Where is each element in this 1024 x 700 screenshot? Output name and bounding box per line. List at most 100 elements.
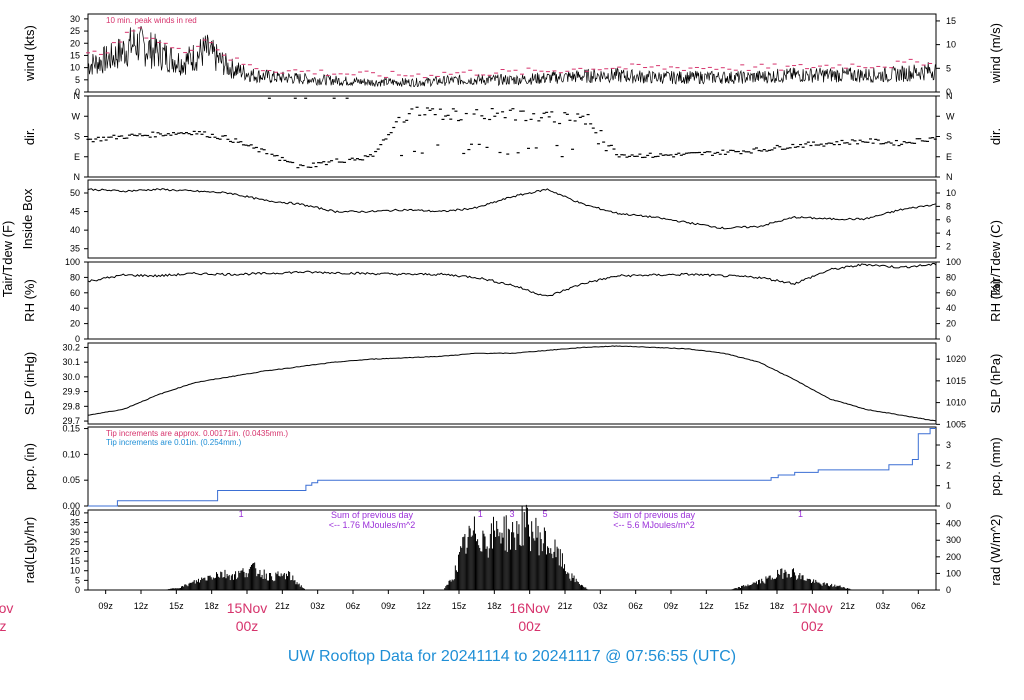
rh-right-label: 80	[946, 272, 956, 282]
temp-right-label: 8	[946, 201, 951, 211]
slp-left-label: 30.2	[62, 342, 80, 352]
rh-left-label: 60	[70, 288, 80, 298]
rh-right-label: 20	[946, 319, 956, 329]
temp-ylabel-right: Tair/Tdew (C)	[988, 220, 1003, 298]
slp-right-label: 1010	[946, 398, 966, 408]
slp-left-label: 29.8	[62, 401, 80, 411]
x-tick-label: 18z	[204, 601, 219, 611]
slp-left-label: 30.1	[62, 357, 80, 367]
panel-frame-5	[87, 426, 937, 507]
wind-left-label: 25	[70, 26, 80, 36]
rh-left-label: 80	[70, 272, 80, 282]
rad-marker: 1	[478, 509, 483, 519]
slp-ylabel-left: SLP (inHg)	[22, 352, 37, 415]
rad-ylabel-left: rad(Lgly/hr)	[22, 517, 37, 583]
dir-left-label: N	[74, 172, 81, 182]
x-tick-label: 21z	[840, 601, 855, 611]
x-tick-label: 21z	[275, 601, 290, 611]
temp-ylabel-left: Tair/Tdew (F)	[0, 221, 15, 298]
slp-series	[87, 345, 937, 422]
rad-right-label: 300	[946, 535, 961, 545]
temp-right-label: 2	[946, 241, 951, 251]
x-day-time: 00z	[801, 618, 824, 634]
x-tick-label: 03z	[310, 601, 325, 611]
temp-series	[87, 188, 937, 230]
x-day-time: 00z	[518, 618, 541, 634]
x-day-label: 15Nov	[227, 600, 267, 616]
slp-left-label: 29.9	[62, 387, 80, 397]
x-tick-label: 03z	[876, 601, 891, 611]
rad-left-label: 15	[70, 556, 80, 566]
dir-left-label: S	[74, 132, 80, 142]
temp-left-label: 45	[70, 207, 80, 217]
temp-left-label: 40	[70, 225, 80, 235]
pcp-right-label: 1	[946, 481, 951, 491]
x-tick-label: 09z	[664, 601, 679, 611]
rad-marker: 1	[798, 509, 803, 519]
slp-left-label: 30.0	[62, 372, 80, 382]
rad-annotation-1b: <-- 1.76 MJoules/m^2	[329, 520, 416, 530]
rad-marker: 3	[509, 509, 514, 519]
x-tick-label: 21z	[558, 601, 573, 611]
rad-left-label: 40	[70, 508, 80, 518]
wind-left-label: 30	[70, 14, 80, 24]
x-tick-label: 09z	[98, 601, 113, 611]
rh-left-label: 40	[70, 303, 80, 313]
x-tick-label: 06z	[911, 601, 926, 611]
rh-right-label: 0	[946, 334, 951, 344]
rad-annotation-1: Sum of previous day	[331, 510, 414, 520]
wind-right-label: 0	[946, 87, 951, 97]
pcp-ylabel-right: pcp. (mm)	[988, 437, 1003, 496]
rh-left-label: 20	[70, 319, 80, 329]
rh-right-label: 40	[946, 303, 956, 313]
rad-right-label: 400	[946, 519, 961, 529]
wind-right-label: 15	[946, 16, 956, 26]
temp-left-label: 50	[70, 188, 80, 198]
pcp-left-label: 0.15	[62, 424, 80, 434]
temp-right-label: 4	[946, 228, 951, 238]
rad-left-label: 25	[70, 537, 80, 547]
pcp-right-label: 2	[946, 460, 951, 470]
wind-left-label: 20	[70, 38, 80, 48]
rh-right-label: 100	[946, 257, 961, 267]
rh-right-label: 60	[946, 288, 956, 298]
wind-left-label: 10	[70, 63, 80, 73]
wind-left-label: 5	[75, 75, 80, 85]
page-title: UW Rooftop Data for 20241114 to 20241117…	[287, 648, 737, 665]
temp-ylabel-left2: Inside Box	[20, 188, 35, 249]
x-tick-label: 18z	[770, 601, 785, 611]
rad-annotation-2b: <-- 5.6 MJoules/m^2	[613, 520, 695, 530]
x-tick-label: 15z	[734, 601, 749, 611]
wind-right-label: 5	[946, 63, 951, 73]
temp-left-label: 35	[70, 244, 80, 254]
pcp-left-label: 0.05	[62, 475, 80, 485]
rad-left-label: 35	[70, 518, 80, 528]
rad-right-label: 200	[946, 552, 961, 562]
pcp-ylabel-left: pcp. (in)	[22, 443, 37, 490]
dir-right-label: S	[946, 132, 952, 142]
rad-left-label: 5	[75, 575, 80, 585]
slp-right-label: 1005	[946, 419, 966, 429]
rad-right-label: 100	[946, 568, 961, 578]
slp-right-label: 1020	[946, 354, 966, 364]
x-tick-label: 12z	[416, 601, 431, 611]
pcp-series	[88, 428, 936, 507]
rh-left-label: 100	[65, 257, 80, 267]
panel-frame-4	[87, 342, 937, 425]
pcp-note-blue: Tip increments are 0.01in. (0.254mm.)	[106, 438, 242, 447]
wind-right-label: 10	[946, 40, 956, 50]
x-tick-label: 12z	[699, 601, 714, 611]
dir-ylabel-left: dir.	[22, 128, 37, 145]
x-tick-label: 15z	[452, 601, 467, 611]
rad-annotation-2: Sum of previous day	[613, 510, 696, 520]
slp-left-label: 29.7	[62, 416, 80, 426]
rh-left-label: 0	[75, 334, 80, 344]
dir-right-label: N	[946, 91, 953, 101]
rad-left-label: 10	[70, 566, 80, 576]
x-tick-label: 12z	[134, 601, 149, 611]
pcp-right-label: 0	[946, 501, 951, 511]
x-day-label: 16Nov	[509, 600, 549, 616]
rh-ylabel-right: RH (%)	[988, 279, 1003, 322]
x-day-label: 17Nov	[792, 600, 832, 616]
